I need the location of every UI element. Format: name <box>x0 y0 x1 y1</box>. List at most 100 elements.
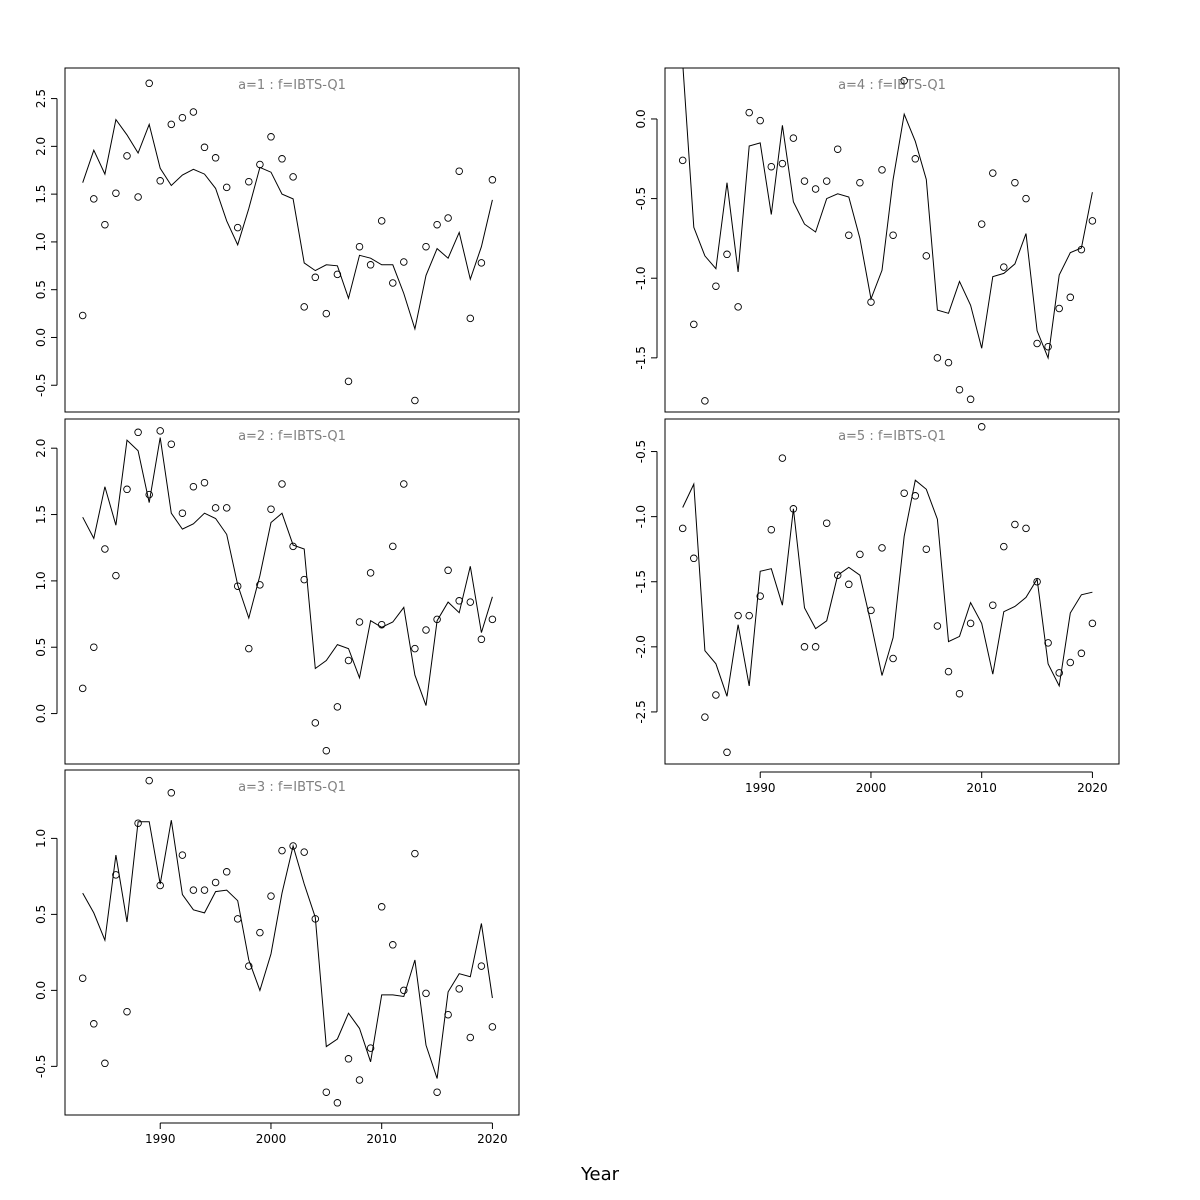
panel-title: a=1 : f=IBTS-Q1 <box>238 78 346 93</box>
y-tick-label: 1.5 <box>34 185 48 204</box>
observed-point <box>289 842 297 850</box>
observed-point <box>300 303 308 311</box>
panel-frame <box>64 769 520 1116</box>
fitted-line <box>82 820 493 1079</box>
observed-point <box>112 871 120 879</box>
observed-point <box>444 1010 452 1019</box>
observed-point <box>211 154 220 162</box>
y-tick-label: 0.5 <box>34 280 48 299</box>
panel-title: a=5 : f=IBTS-Q1 <box>838 429 946 444</box>
x-axis-label: Year <box>580 1164 620 1185</box>
observed-point <box>233 223 242 232</box>
observed-point <box>178 851 187 859</box>
observed-point <box>922 252 931 260</box>
observed-point <box>955 689 964 698</box>
observed-point <box>400 986 408 995</box>
observed-point <box>101 220 109 229</box>
observed-point <box>233 582 242 590</box>
observed-point <box>1022 524 1030 533</box>
observed-point <box>256 581 264 589</box>
observed-point <box>845 231 853 239</box>
x-tick-label: 2000 <box>856 781 887 795</box>
observed-point <box>311 719 320 727</box>
observed-point <box>200 886 209 894</box>
y-tick-label: 2.5 <box>34 89 48 108</box>
observed-point <box>712 691 720 699</box>
panel-title: a=4 : f=IBTS-Q1 <box>838 78 946 93</box>
observed-point <box>322 1088 331 1096</box>
observed-point <box>400 480 408 488</box>
panel-a4: a=4 : f=IBTS-Q1 -1.5 -1.0 -0.5 0.0 <box>634 67 1120 413</box>
observed-point <box>267 133 275 141</box>
y-axis: -2.5 -2.0 -1.5 -1.0 -0.5 <box>634 440 658 724</box>
observed-point <box>322 309 331 318</box>
observed-point <box>112 571 120 580</box>
observed-point <box>156 177 164 185</box>
observed-point <box>466 1033 475 1042</box>
observed-point <box>477 962 486 970</box>
observed-point <box>211 504 220 512</box>
observed-point <box>678 524 687 533</box>
observed-point <box>422 626 430 634</box>
y-tick-label: 0.0 <box>34 328 48 347</box>
x-axis: 1990 2000 2010 2020 <box>745 771 1108 795</box>
x-tick-label: 2010 <box>366 1132 397 1146</box>
fitted-line <box>682 68 1093 360</box>
observed-point <box>278 846 286 855</box>
observed-point <box>933 622 942 630</box>
x-axis: 1990 2000 2010 2020 <box>145 1122 508 1146</box>
observed-point <box>911 492 920 500</box>
x-tick-label: 2000 <box>256 1132 287 1146</box>
observed-point <box>355 242 364 251</box>
observed-point <box>778 454 787 462</box>
observed-point <box>989 601 997 609</box>
observed-point <box>701 713 709 721</box>
observed-point <box>123 485 131 494</box>
observed-point <box>690 554 698 563</box>
observed-point <box>778 159 787 168</box>
observed-point <box>1055 304 1063 313</box>
observed-point <box>455 985 463 993</box>
observed-point <box>422 242 430 251</box>
y-tick-label: 1.0 <box>34 232 48 251</box>
y-tick-label: -0.5 <box>634 440 648 463</box>
observed-point <box>900 489 908 497</box>
y-tick-label: -0.5 <box>634 187 648 210</box>
observed-point <box>355 618 364 626</box>
observed-point <box>333 270 342 279</box>
y-tick-label: 1.0 <box>34 571 48 590</box>
fitted-line <box>82 118 493 331</box>
observed-point <box>167 789 176 797</box>
observed-point <box>245 962 253 970</box>
y-tick-label: 1.0 <box>34 829 48 848</box>
observed-point <box>723 748 731 757</box>
observed-point <box>822 177 831 185</box>
panels: a=1 : f=IBTS-Q1 -0.5 0.0 0.5 1.0 1.5 2.0 2.5 a=2… <box>34 67 1120 1146</box>
observed-point <box>767 525 776 534</box>
observed-point <box>1011 520 1019 529</box>
observed-point <box>811 643 820 651</box>
observed-point <box>678 156 687 165</box>
observed-point <box>90 195 98 203</box>
observed-point <box>123 152 131 160</box>
x-tick-label: 1990 <box>745 781 776 795</box>
y-axis: -0.5 0.0 0.5 1.0 1.5 2.0 2.5 <box>34 89 58 397</box>
observed-point <box>344 656 353 665</box>
observed-point <box>1000 542 1008 551</box>
observed-point <box>211 878 220 887</box>
observed-point <box>433 1088 441 1096</box>
y-tick-label: 2.0 <box>34 137 48 156</box>
observed-point <box>811 185 820 193</box>
observed-point <box>1077 649 1086 658</box>
observed-point <box>1033 577 1041 586</box>
observed-point <box>833 145 842 153</box>
observed-point <box>977 220 986 228</box>
observed-point <box>1077 245 1086 254</box>
observed-points <box>78 79 497 405</box>
observed-point <box>311 273 320 282</box>
observed-point <box>233 915 242 923</box>
observed-point <box>756 592 764 600</box>
observed-point <box>889 231 897 239</box>
y-tick-label: -1.5 <box>634 570 648 593</box>
